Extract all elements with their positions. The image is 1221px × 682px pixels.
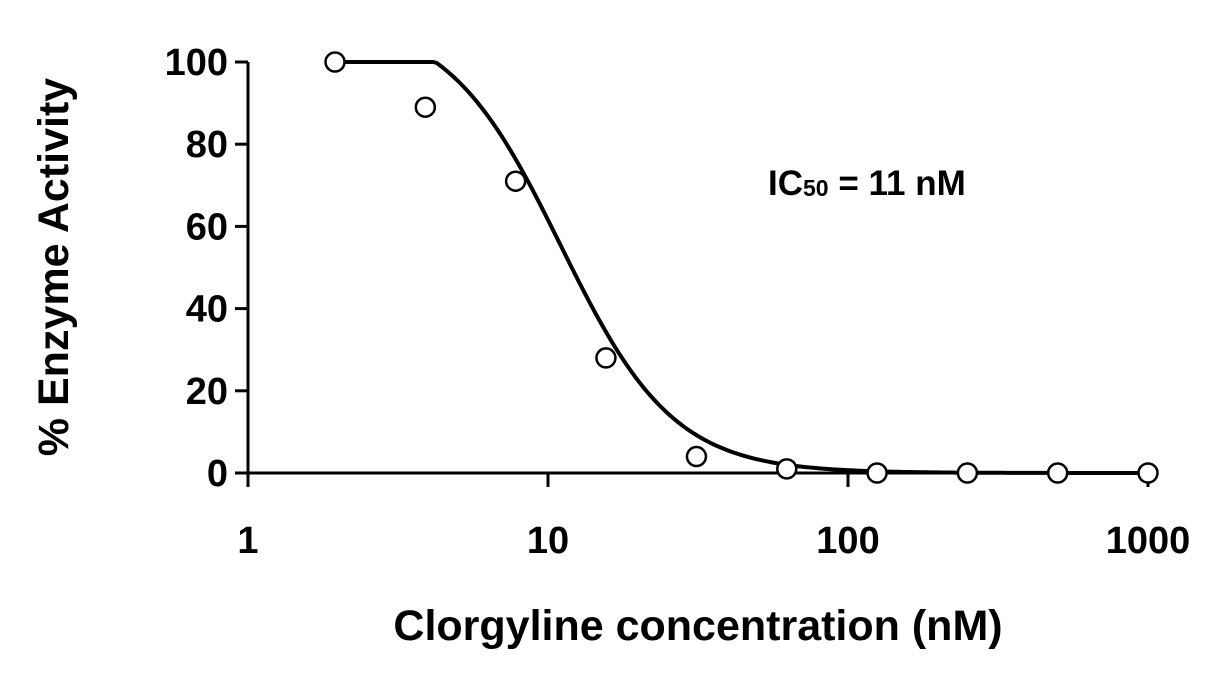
data-point bbox=[1137, 462, 1159, 484]
y-tick-label: 60 bbox=[186, 206, 228, 248]
y-tick-label: 80 bbox=[186, 124, 228, 166]
x-tick-label: 1 bbox=[237, 520, 258, 562]
ic50-annotation-prefix: IC bbox=[768, 164, 803, 203]
y-axis-title: % Enzyme Activity bbox=[30, 78, 78, 456]
ic50-annotation-value: = 11 nM bbox=[829, 164, 966, 203]
ic50-annotation: IC50 = 11 nM bbox=[768, 164, 966, 203]
data-point bbox=[504, 170, 527, 192]
data-point bbox=[414, 96, 437, 118]
y-tick-label: 20 bbox=[186, 371, 228, 413]
data-point bbox=[956, 462, 979, 484]
data-point bbox=[595, 347, 617, 369]
x-axis-ticks: 1 10 100 1000 bbox=[237, 473, 1190, 562]
data-point bbox=[1046, 462, 1069, 484]
data-points bbox=[324, 51, 1159, 484]
y-tick-label: 0 bbox=[207, 453, 228, 495]
axes bbox=[246, 62, 1148, 475]
fitted-curve bbox=[335, 60, 1149, 475]
y-tick-label: 100 bbox=[165, 42, 228, 84]
data-point bbox=[324, 51, 346, 73]
data-point bbox=[866, 462, 888, 484]
x-axis-title: Clorgyline concentration (nM) bbox=[393, 602, 1002, 650]
x-tick-label: 10 bbox=[527, 520, 569, 562]
x-tick-label: 1000 bbox=[1106, 520, 1191, 562]
y-axis-ticks: 0 20 40 60 80 100 bbox=[165, 42, 248, 495]
ic50-annotation-subscript: 50 bbox=[803, 175, 829, 201]
y-tick-label: 40 bbox=[186, 289, 228, 331]
data-point bbox=[685, 445, 708, 468]
x-tick-label: 100 bbox=[816, 520, 879, 562]
data-point bbox=[776, 458, 798, 480]
